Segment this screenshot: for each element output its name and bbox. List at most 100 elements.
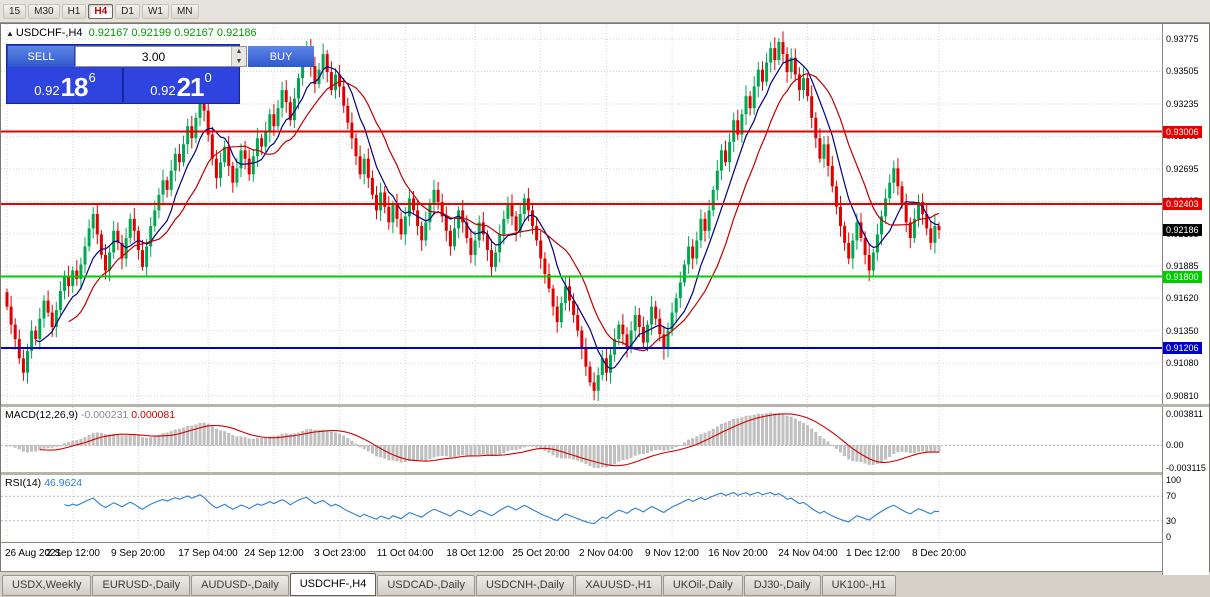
rsi-title: RSI(14) 46.9624 (5, 477, 85, 489)
ma-line-red (68, 72, 940, 352)
sell-button[interactable]: SELL (8, 46, 74, 67)
price-axis-label: 0.91080 (1166, 358, 1199, 368)
rsi-axis-label: 0 (1166, 532, 1172, 542)
rsi-value: 46.9624 (44, 477, 83, 489)
sell-price-big: 18 (60, 72, 89, 102)
price-axis-label: 0.92695 (1166, 164, 1199, 174)
time-axis-label: 25 Oct 20:00 (512, 548, 570, 559)
macd-signal-value: 0.000081 (131, 409, 176, 421)
chart-tab-uk100-h1[interactable]: UK100-,H1 (821, 575, 897, 596)
chart-title: ▲ USDCHF-,H4 0.92167 0.92199 0.92167 0.92186 (6, 27, 257, 39)
macd-name: MACD(12,26,9) (5, 409, 78, 421)
price-axis-label: 0.91885 (1166, 261, 1199, 271)
sell-price-prefix: 0.92 (34, 83, 60, 98)
buy-price-big: 21 (176, 72, 205, 102)
chart-tab-xauusd-h1[interactable]: XAUUSD-,H1 (575, 575, 662, 596)
chart-tab-ukoil-daily[interactable]: UKOil-,Daily (662, 575, 743, 596)
buy-button[interactable]: BUY (248, 46, 314, 67)
time-axis-label: 17 Sep 04:00 (178, 548, 238, 559)
ohlc-high: 0.92199 (131, 27, 172, 39)
hline-price-badge: 0.93006 (1163, 126, 1202, 138)
buy-price-prefix: 0.92 (150, 83, 176, 98)
price-chart[interactable] (1, 24, 1162, 404)
main-chart-pane[interactable]: ▲ USDCHF-,H4 0.92167 0.92199 0.92167 0.92186… (1, 24, 1209, 404)
rsi-name: RSI(14) (5, 477, 42, 489)
timeframe-button-d1[interactable]: D1 (115, 3, 140, 19)
price-axis-label: 0.91620 (1166, 293, 1199, 303)
timeframe-toolbar: 15 M30 H1 H4 D1 W1 MN (0, 0, 1210, 23)
macd-histogram (5, 412, 941, 469)
timeframe-button-15[interactable]: 15 (3, 3, 27, 19)
timeframe-button-h1[interactable]: H1 (61, 3, 87, 19)
price-axis-label: 0.93505 (1166, 66, 1199, 76)
time-axis-label: 16 Nov 20:00 (708, 548, 768, 559)
chart-shift-icon: ▲ (6, 29, 14, 38)
chart-tab-usdx-weekly[interactable]: USDX,Weekly (2, 575, 92, 596)
timeframe-button-w1[interactable]: W1 (141, 3, 169, 19)
ohlc-close: 0.92186 (216, 27, 257, 39)
macd-axis[interactable]: 0.003811 0.00 -0.003115 (1162, 407, 1209, 475)
time-axis-label: 2 Nov 04:00 (579, 548, 633, 559)
chart-tabbar: USDX,Weekly EURUSD-,Daily AUDUSD-,Daily USD… (0, 571, 1210, 597)
volume-up-button[interactable]: ▲ (232, 47, 246, 57)
time-axis-label: 9 Sep 20:00 (111, 548, 165, 559)
sell-price-sup: 6 (88, 70, 96, 85)
volume-down-button[interactable]: ▼ (232, 56, 246, 66)
buy-price[interactable]: 0.92 21 0 (124, 68, 238, 102)
rsi-chart[interactable] (1, 475, 1162, 542)
time-axis-label: 9 Nov 12:00 (645, 548, 699, 559)
macd-title: MACD(12,26,9) -0.000231 0.000081 (5, 409, 178, 421)
current-price-badge: 0.92186 (1163, 224, 1202, 236)
chart-tab-audusd-daily[interactable]: AUDUSD-,Daily (191, 575, 289, 596)
macd-main-value: -0.000231 (80, 409, 129, 421)
hline-price-badge: 0.92403 (1163, 198, 1202, 210)
rsi-pane[interactable]: RSI(14) 46.9624 100 70 30 0 (1, 472, 1209, 545)
macd-axis-bottom: -0.003115 (1166, 463, 1206, 473)
volume-spinner[interactable]: ▲ ▼ (75, 46, 247, 67)
price-axis-label: 0.93775 (1166, 34, 1199, 44)
timeframe-button-m30[interactable]: M30 (28, 3, 60, 19)
rsi-grid (6, 475, 940, 542)
ohlc-readout: 0.92167 0.92199 0.92167 0.92186 (86, 27, 257, 39)
volume-arrows: ▲ ▼ (231, 47, 246, 66)
price-axis[interactable]: 0.937750.935050.932350.929650.926950.924… (1162, 24, 1209, 404)
time-axis-label: 18 Oct 12:00 (446, 548, 504, 559)
chart-tab-dj30-daily[interactable]: DJ30-,Daily (743, 575, 821, 596)
time-axis-label: 2 Sep 12:00 (46, 548, 100, 559)
timeframe-button-h4[interactable]: H4 (88, 3, 114, 19)
ohlc-open: 0.92167 (88, 27, 129, 39)
chart-tab-eurusd-daily[interactable]: EURUSD-,Daily (92, 575, 191, 596)
time-axis-label: 24 Nov 04:00 (778, 548, 838, 559)
chart-window: ▲ USDCHF-,H4 0.92167 0.92199 0.92167 0.92186… (0, 23, 1210, 575)
ma-line-blue (35, 58, 940, 370)
chart-symbol: USDCHF-,H4 (15, 27, 83, 39)
time-axis-label: 8 Dec 20:00 (912, 548, 966, 559)
time-labels: 26 Aug 2021 2 Sep 12:00 9 Sep 20:00 17 Sep … (1, 543, 1162, 575)
volume-input[interactable] (76, 47, 231, 66)
rsi-axis-label: 70 (1166, 491, 1177, 501)
time-axis-corner (1162, 543, 1209, 575)
price-axis-label: 0.93235 (1166, 99, 1199, 109)
rsi-line (64, 491, 940, 525)
macd-chart[interactable] (1, 407, 1162, 472)
macd-axis-zero: 0.00 (1166, 440, 1184, 450)
time-axis[interactable]: 26 Aug 2021 2 Sep 12:00 9 Sep 20:00 17 Sep … (1, 542, 1209, 575)
chart-tab-usdcnh-daily[interactable]: USDCNH-,Daily (475, 575, 575, 596)
sell-price[interactable]: 0.92 18 6 (8, 68, 122, 102)
time-axis-label: 24 Sep 12:00 (244, 548, 304, 559)
ohlc-low: 0.92167 (174, 27, 214, 39)
time-axis-label: 26 Aug 2021 (5, 548, 62, 559)
time-axis-label: 11 Oct 04:00 (376, 548, 434, 559)
rsi-axis-label: 100 (1166, 475, 1182, 485)
buy-price-sup: 0 (204, 70, 212, 85)
macd-axis-top: 0.003811 (1166, 409, 1203, 419)
price-axis-label: 0.91350 (1166, 326, 1199, 336)
hline-price-badge: 0.91800 (1163, 271, 1202, 283)
time-axis-label: 3 Oct 23:00 (314, 548, 366, 559)
rsi-axis[interactable]: 100 70 30 0 (1162, 475, 1209, 545)
price-axis-label: 0.90810 (1166, 391, 1199, 401)
timeframe-button-mn[interactable]: MN (170, 3, 199, 19)
chart-tab-usdcad-daily[interactable]: USDCAD-,Daily (377, 575, 475, 596)
macd-pane[interactable]: MACD(12,26,9) -0.000231 0.000081 0.003811 … (1, 404, 1209, 475)
chart-tab-usdchf-h4[interactable]: USDCHF-,H4 (289, 573, 377, 596)
